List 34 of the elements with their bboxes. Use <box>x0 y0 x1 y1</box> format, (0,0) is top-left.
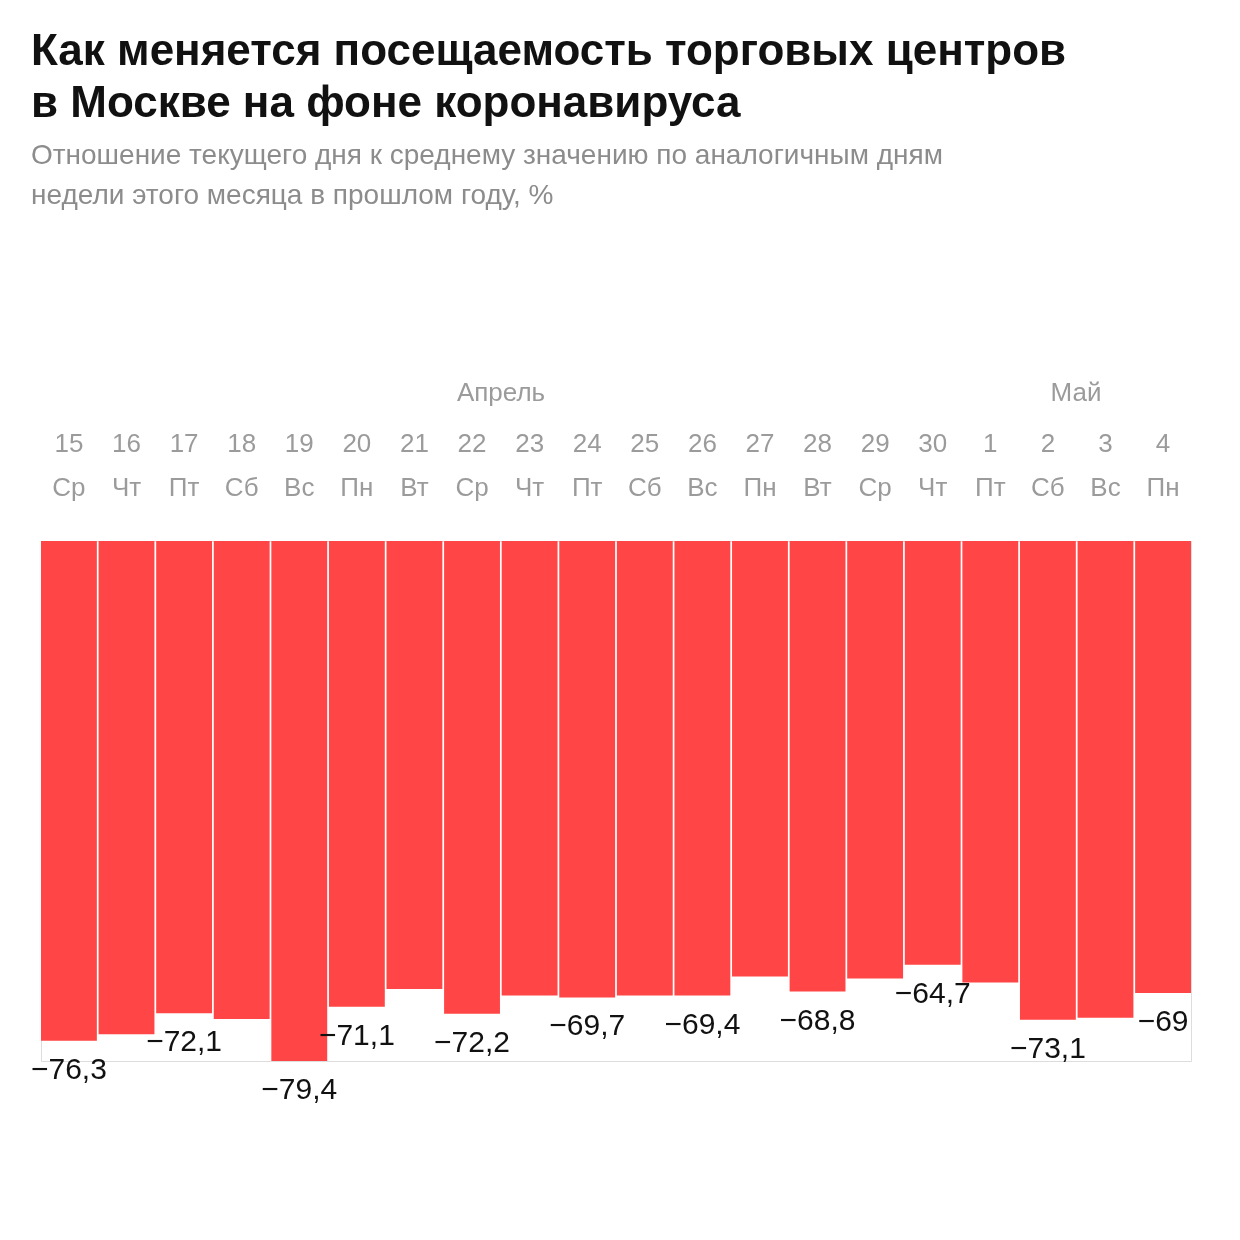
x-tick-label: 2 Сб <box>1031 428 1065 502</box>
x-tick-label: 20 Пн <box>340 428 374 502</box>
data-label: −76,3 <box>30 1051 107 1085</box>
data-label: −69,7 <box>549 1008 626 1042</box>
x-tick-label: 22 Ср <box>455 428 489 502</box>
x-tick-label: 16 Чт <box>111 428 142 502</box>
x-tick-label: 17 Пт <box>168 428 200 502</box>
x-tick-label: 15 Ср <box>52 428 86 502</box>
data-label: −73,1 <box>1009 1030 1086 1064</box>
x-tick-label: 19 Вс <box>284 428 315 502</box>
x-tick-label: 3 Вс <box>1090 428 1121 502</box>
data-label: −68,8 <box>779 1002 856 1036</box>
x-tick-label: 4 Пн <box>1146 428 1180 502</box>
x-tick-label: 26 Вс <box>687 428 718 502</box>
data-label: −72,1 <box>146 1024 223 1058</box>
x-tick-label: 18 Сб <box>224 428 259 502</box>
x-tick-label: 30 Чт <box>918 428 948 502</box>
chart-title: Как меняется посещаемость торговых центров в Москве на фоне коронавируса <box>30 25 1067 126</box>
x-tick-label: 28 Вт <box>803 428 833 502</box>
x-tick-label: 1 Пт <box>975 428 1006 502</box>
chart-subtitle: Отношение текущего дня к среднему значению по аналогичным дням недели этого месяца в прошлом году, % <box>30 139 943 210</box>
text: Апрель <box>456 377 546 407</box>
x-tick-label: 25 Сб <box>627 428 662 502</box>
data-label: −69,4 <box>664 1006 741 1040</box>
text: Май <box>1050 377 1102 407</box>
x-tick-label: 21 Вт <box>399 428 429 502</box>
data-label: −64,7 <box>894 975 971 1009</box>
data-label: −79,4 <box>261 1072 338 1105</box>
x-tick-label: 23 Чт <box>515 428 545 502</box>
data-label: −72,2 <box>434 1024 510 1058</box>
data-label: −69 <box>1137 1003 1189 1037</box>
x-tick-label: 24 Пт <box>571 428 603 502</box>
x-tick-label: 27 Пн <box>743 428 777 502</box>
x-tick-label: 29 Ср <box>858 428 892 502</box>
